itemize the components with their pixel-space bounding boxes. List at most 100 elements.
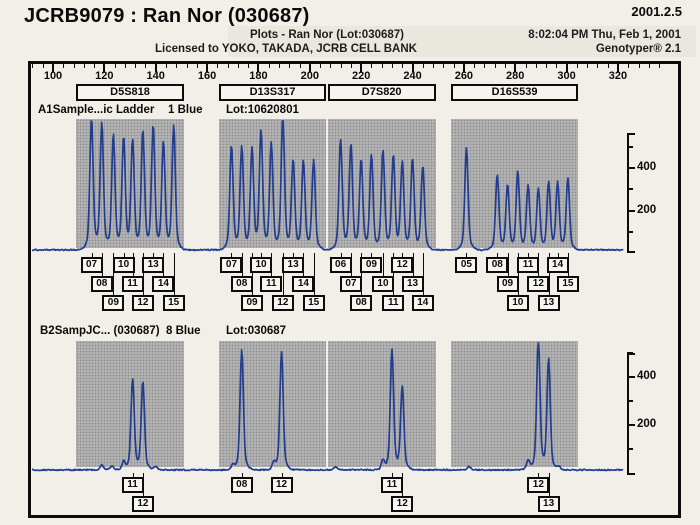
ruler-major-tick (360, 64, 363, 72)
allele-label: 10 (371, 276, 394, 292)
allele-label: 11 (382, 295, 405, 311)
allele-leader-line (282, 253, 284, 295)
allele-leader-line (371, 253, 373, 257)
allele-label: 09 (360, 257, 383, 273)
ruler-minor-tick (350, 64, 352, 68)
electropherogram-trace (31, 342, 624, 472)
ruler-minor-tick (114, 64, 116, 68)
ruler-minor-tick (371, 64, 373, 68)
plot-frame (28, 61, 681, 518)
electropherogram-trace (31, 120, 624, 252)
allele-label: 14 (292, 276, 315, 292)
y-axis-tick (627, 209, 635, 212)
allele-label: 15 (556, 276, 579, 292)
ruler-tick-label: 300 (557, 70, 576, 82)
allele-leader-line (113, 253, 115, 295)
y-axis-line (627, 353, 629, 475)
allele-leader-line (517, 253, 519, 295)
ruler-minor-tick (504, 64, 506, 68)
ruler-minor-tick (422, 64, 424, 68)
allele-label: 11 (380, 477, 403, 493)
ruler-minor-tick (402, 64, 404, 68)
panel2-dye-lane: 8 Blue (166, 325, 201, 337)
ruler-minor-tick (32, 64, 34, 68)
allele-leader-line (557, 253, 559, 257)
ruler-minor-tick (494, 64, 496, 68)
ruler-tick-label: 220 (351, 70, 371, 82)
ruler-minor-tick (443, 64, 445, 68)
y-axis-tick-label: 200 (637, 203, 657, 216)
ruler-minor-tick (227, 64, 229, 68)
ruler-minor-tick (525, 64, 527, 68)
allele-label: 11 (517, 257, 540, 273)
ruler-major-tick (308, 64, 311, 72)
allele-leader-line (391, 473, 393, 477)
allele-label: 06 (329, 257, 352, 273)
ruler-minor-tick (597, 64, 599, 68)
ruler-minor-tick (289, 64, 291, 68)
panel1-sample-label: A1Sample...ic Ladder (38, 104, 155, 116)
ruler-minor-tick (63, 64, 65, 68)
allele-leader-line (261, 253, 262, 257)
panel2-lot: Lot:030687 (226, 325, 287, 337)
allele-label: 12 (527, 477, 550, 493)
ruler-minor-tick (268, 64, 270, 68)
ruler-minor-tick (340, 64, 342, 68)
ruler-tick-label: 280 (506, 70, 525, 82)
ruler-minor-tick (196, 64, 198, 68)
license-line: Licensed to YOKO, TAKADA, JCRB CELL BANK (155, 43, 417, 55)
ruler-minor-tick (535, 64, 537, 68)
y-axis-top-cap (627, 353, 635, 355)
allele-label: 13 (282, 257, 305, 273)
allele-leader-line (497, 253, 499, 257)
allele-label: 12 (527, 276, 550, 292)
ruler-minor-tick (83, 64, 85, 68)
allele-label: 12 (391, 496, 414, 512)
allele-label: 07 (220, 257, 243, 273)
ruler-minor-tick (576, 64, 578, 68)
panel2-sample-label: B2SampJC... (030687) (40, 325, 160, 337)
allele-label: 12 (391, 257, 414, 273)
y-axis-tick-label: 200 (637, 418, 657, 430)
allele-leader-line (538, 473, 540, 477)
allele-label: 14 (546, 257, 569, 273)
allele-leader-line (231, 253, 233, 257)
allele-leader-line (173, 253, 175, 295)
marker-bin-shading (451, 341, 579, 467)
ruler-minor-tick (546, 64, 548, 68)
allele-label: 10 (112, 257, 135, 273)
allele-leader-line (132, 473, 134, 477)
allele-leader-line (402, 253, 404, 257)
allele-label: 13 (142, 257, 165, 273)
allele-label: 09 (496, 276, 519, 292)
ruler-tick-label: 100 (43, 70, 63, 82)
ruler-tick-label: 200 (300, 70, 319, 82)
ruler-minor-tick (433, 64, 435, 68)
ruler-minor-tick (474, 64, 476, 68)
allele-leader-line (123, 253, 125, 257)
allele-label: 11 (260, 276, 283, 292)
ruler-minor-tick (320, 64, 322, 68)
marker-box: D7S820 (327, 84, 436, 101)
page-title: JCRB9079 : Ran Nor (030687) (24, 5, 310, 27)
allele-label: 09 (241, 295, 264, 311)
allele-label: 12 (270, 477, 293, 493)
allele-leader-line (281, 473, 283, 477)
allele-label: 13 (537, 295, 560, 311)
ruler-major-tick (616, 64, 619, 72)
ruler-minor-tick (484, 64, 486, 68)
y-axis-line (627, 133, 629, 253)
allele-label: 07 (339, 276, 362, 292)
ruler-minor-tick (278, 64, 280, 68)
allele-leader-line (422, 253, 424, 295)
allele-leader-line (382, 253, 384, 276)
allele-leader-line (528, 253, 530, 257)
ruler-minor-tick (648, 64, 650, 68)
y-axis-bottom-cap (627, 473, 635, 475)
allele-label: 08 (90, 276, 113, 292)
ruler-minor-tick (556, 64, 558, 68)
ruler-tick-label: 120 (95, 70, 114, 82)
ruler-major-tick (257, 64, 260, 72)
marker-box: D16S539 (451, 84, 579, 101)
